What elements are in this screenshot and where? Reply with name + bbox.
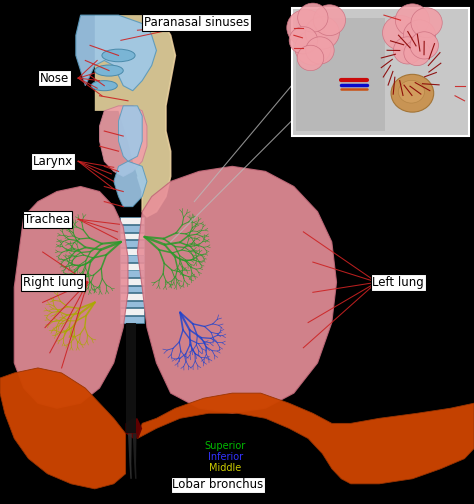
Polygon shape xyxy=(114,161,147,207)
Ellipse shape xyxy=(410,32,438,59)
Ellipse shape xyxy=(305,17,339,49)
Text: Inferior: Inferior xyxy=(208,452,243,462)
Text: Middle: Middle xyxy=(209,463,241,473)
Polygon shape xyxy=(100,106,147,176)
Ellipse shape xyxy=(393,37,422,64)
Ellipse shape xyxy=(391,75,434,112)
Ellipse shape xyxy=(411,8,442,38)
Polygon shape xyxy=(14,186,128,408)
Ellipse shape xyxy=(295,31,331,65)
Bar xyxy=(120,233,144,239)
Text: Larynx: Larynx xyxy=(33,155,73,168)
Bar xyxy=(120,240,144,247)
Text: Right lung: Right lung xyxy=(23,276,83,289)
Bar xyxy=(120,278,144,285)
Ellipse shape xyxy=(91,81,117,91)
Bar xyxy=(126,323,136,433)
Bar xyxy=(120,218,144,224)
Ellipse shape xyxy=(383,16,419,50)
Ellipse shape xyxy=(102,49,135,62)
Bar xyxy=(120,308,144,315)
Ellipse shape xyxy=(297,45,324,71)
Polygon shape xyxy=(95,15,175,217)
Bar xyxy=(120,285,144,292)
Bar xyxy=(120,270,144,277)
Polygon shape xyxy=(137,393,474,484)
Text: Superior: Superior xyxy=(204,441,246,451)
FancyBboxPatch shape xyxy=(292,8,469,136)
Bar xyxy=(120,248,144,255)
Bar xyxy=(120,316,144,323)
Bar xyxy=(120,256,144,262)
Polygon shape xyxy=(118,106,142,161)
Text: Nose: Nose xyxy=(40,72,69,85)
Text: Paranasal sinuses: Paranasal sinuses xyxy=(144,16,249,29)
Bar xyxy=(120,300,144,307)
Polygon shape xyxy=(76,15,156,91)
Ellipse shape xyxy=(287,10,325,46)
Bar xyxy=(120,263,144,270)
Ellipse shape xyxy=(404,40,430,66)
Ellipse shape xyxy=(395,4,429,36)
Polygon shape xyxy=(128,433,132,479)
Ellipse shape xyxy=(289,27,318,54)
FancyBboxPatch shape xyxy=(296,18,385,131)
Ellipse shape xyxy=(95,65,123,76)
Polygon shape xyxy=(126,418,142,438)
Ellipse shape xyxy=(306,37,334,64)
Text: Left lung: Left lung xyxy=(372,276,424,289)
Polygon shape xyxy=(133,433,137,479)
Text: Lobar bronchus: Lobar bronchus xyxy=(173,478,264,491)
Polygon shape xyxy=(137,166,337,413)
Ellipse shape xyxy=(298,3,328,32)
Ellipse shape xyxy=(313,5,346,36)
Ellipse shape xyxy=(403,20,436,51)
Polygon shape xyxy=(0,368,126,489)
Bar xyxy=(120,225,144,232)
Bar xyxy=(120,293,144,300)
Ellipse shape xyxy=(398,81,425,103)
Text: Trachea: Trachea xyxy=(24,213,71,226)
